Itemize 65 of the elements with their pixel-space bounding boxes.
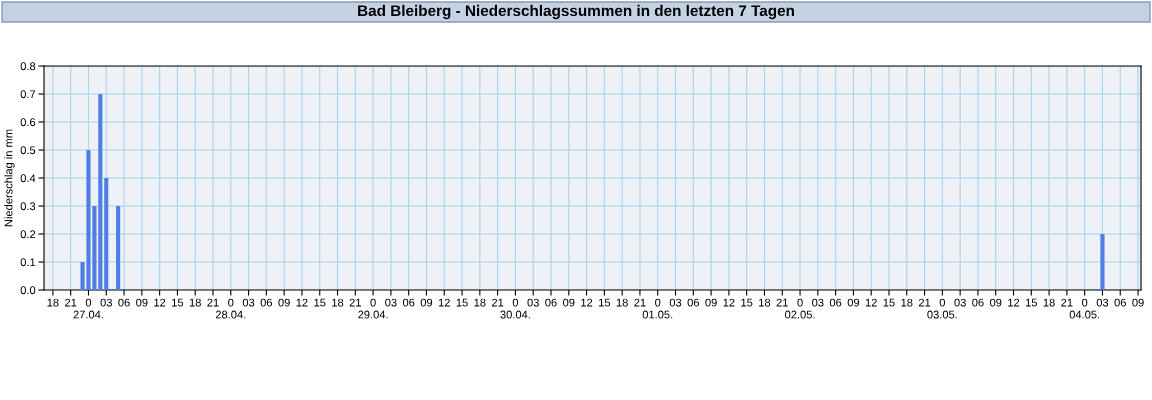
x-tick-label: 21 — [492, 298, 504, 307]
y-tick-label: 0.5 — [20, 146, 36, 155]
x-tick-label: 12 — [296, 298, 308, 307]
x-tick-label: 09 — [847, 298, 860, 307]
y-tick-label: 0.4 — [20, 174, 36, 183]
y-tick-label: 0.8 — [20, 62, 36, 71]
x-tick-label: 09 — [989, 298, 1002, 307]
x-tick-label: 06 — [545, 298, 557, 307]
x-tick-label: 15 — [883, 298, 895, 307]
x-tick-label: 18 — [616, 298, 628, 307]
x-tick-label: 09 — [705, 298, 717, 307]
x-tick-label: 15 — [456, 298, 468, 307]
x-tick-label: 09 — [1132, 298, 1144, 307]
x-tick-label: 12 — [865, 298, 877, 307]
y-axis-title: Niederschlag in mm — [4, 129, 15, 227]
x-tick-label: 03 — [954, 298, 966, 307]
x-tick-label: 18 — [901, 298, 913, 307]
x-tick-label: 09 — [136, 298, 148, 307]
x-tick-label: 03 — [242, 298, 255, 307]
x-tick-label: 18 — [189, 298, 201, 307]
x-tick-label: 06 — [829, 298, 842, 307]
x-tick-label: 21 — [65, 298, 77, 307]
y-tick-label: 0.6 — [20, 118, 36, 127]
x-tick-label: 06 — [687, 298, 699, 307]
x-tick-label: 09 — [563, 298, 575, 307]
x-tick-label: 18 — [332, 298, 344, 307]
y-tick-label: 0.0 — [20, 286, 36, 295]
x-tick-label: 15 — [741, 298, 753, 307]
x-tick-label: 03 — [385, 298, 397, 307]
y-tick-label: 0.7 — [20, 90, 36, 99]
y-tick-label: 0.3 — [20, 202, 36, 211]
x-tick-label: 03 — [100, 298, 112, 307]
x-tick-label: 09 — [278, 298, 290, 307]
y-tick-label: 0.1 — [20, 258, 36, 267]
x-tick-label: 18 — [759, 298, 771, 307]
x-tick-label: 12 — [723, 298, 735, 307]
x-tick-label: 18 — [47, 298, 59, 307]
x-tick-label: 15 — [172, 298, 184, 307]
x-tick-label: 12 — [581, 298, 593, 307]
chart-title: Bad Bleiberg - Niederschlagssummen in den letzten 7 Tagen — [358, 4, 794, 20]
x-tick-label: 21 — [776, 298, 788, 307]
x-tick-label: 06 — [1114, 298, 1126, 307]
x-tick-label: 18 — [474, 298, 486, 307]
x-tick-label: 03 — [812, 298, 824, 307]
x-tick-label: 12 — [438, 298, 450, 307]
x-tick-label: 06 — [118, 298, 130, 307]
x-tick-label: 18 — [1043, 298, 1055, 307]
x-tick-label: 09 — [420, 298, 433, 307]
x-tick-label: 21 — [918, 298, 931, 307]
x-tick-label: 21 — [349, 298, 361, 307]
x-tick-label: 06 — [402, 298, 415, 307]
y-tick-label: 0.2 — [20, 230, 36, 239]
x-tick-label: 21 — [207, 298, 219, 307]
x-tick-label: 12 — [1008, 298, 1020, 307]
x-tick-label: 21 — [1061, 298, 1073, 307]
x-tick-label: 12 — [154, 298, 166, 307]
x-tick-label: 06 — [260, 298, 273, 307]
x-tick-label: 15 — [314, 298, 326, 307]
x-tick-label: 06 — [972, 298, 984, 307]
x-tick-label: 03 — [669, 298, 682, 307]
x-tick-label: 21 — [634, 298, 646, 307]
x-tick-label: 03 — [527, 298, 539, 307]
x-tick-label: 03 — [1096, 298, 1109, 307]
x-tick-label: 15 — [1025, 298, 1038, 307]
x-tick-label: 15 — [599, 298, 611, 307]
